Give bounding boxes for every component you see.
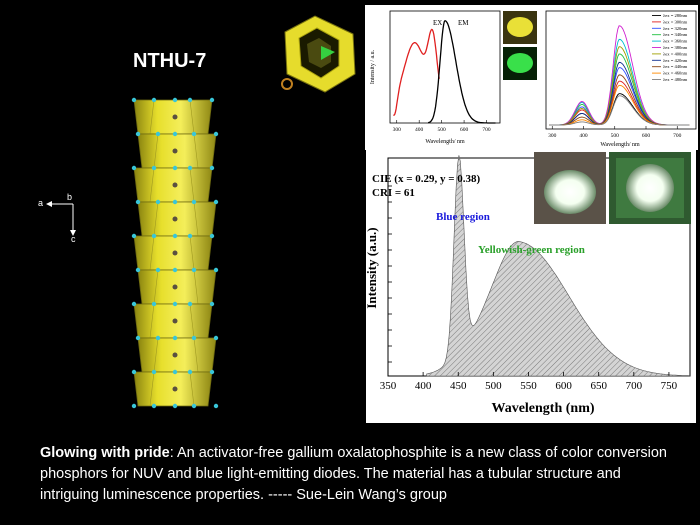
main-tick-550: 550 — [520, 380, 537, 392]
series-legend-item-5: λex = 380nm — [663, 45, 688, 50]
emission-series-panel: 300 400 500 600 700 λex = 280nm λex = 300nm λe… — [540, 5, 698, 150]
led-photo-left — [534, 152, 606, 224]
series-legend-item-9: λex = 460nm — [663, 71, 688, 76]
ex-plot-frame — [389, 10, 501, 124]
svg-text:400: 400 — [579, 133, 588, 139]
svg-text:700: 700 — [673, 133, 682, 139]
excitation-curve — [393, 28, 440, 117]
svg-text:700: 700 — [482, 127, 491, 133]
axis-c-label: c — [71, 234, 76, 244]
caption-lead: Glowing with pride — [40, 445, 170, 461]
series-plot-frame — [545, 10, 697, 130]
main-tick-450: 450 — [450, 380, 467, 392]
series-legend-item-2: λex = 320nm — [663, 26, 688, 31]
svg-text:600: 600 — [460, 127, 469, 133]
main-tick-500: 500 — [485, 380, 502, 392]
white-led-spectrum-panel: 350 400 450 500 550 600 650 700 750 CIE (x = 0.2… — [364, 150, 696, 423]
main-tick-650: 650 — [590, 380, 607, 392]
compound-title: NTHU-7 — [133, 50, 207, 72]
series-legend-item-3: λex = 340nm — [663, 32, 688, 37]
series-legend-item-0: λex = 280nm — [663, 13, 688, 18]
tubular-structure-illustration — [131, 97, 219, 409]
series-legend-item-4: λex = 360nm — [663, 39, 688, 44]
ex-xlabel: Wavelength/ nm — [425, 139, 465, 145]
excitation-emission-panel: 300 400 500 600 700 EX EM Wavelength/ nm Int… — [365, 5, 540, 150]
series-legend-item-1: λex = 300nm — [663, 19, 688, 24]
series-curve-10 — [549, 95, 690, 126]
series-xlabel: Wavelength/ nm — [600, 142, 640, 148]
svg-text:300: 300 — [548, 133, 557, 139]
main-tick-350: 350 — [380, 380, 397, 392]
svg-text:300: 300 — [393, 127, 402, 133]
series-curve-8 — [549, 74, 690, 126]
main-xlabel: Wavelength (nm) — [491, 401, 594, 416]
figure-caption: Glowing with pride: An activator-free ga… — [40, 443, 680, 506]
emission-curve — [427, 19, 496, 124]
channel-3d-view — [281, 15, 356, 93]
axis-a-label: a — [38, 198, 44, 208]
main-tick-750: 750 — [661, 380, 678, 392]
main-tick-700: 700 — [626, 380, 643, 392]
ex-label: EX — [433, 19, 442, 27]
series-legend-item-10: λex = 480nm — [663, 77, 688, 82]
series-legend-item-7: λex = 420nm — [663, 58, 688, 63]
axis-b-label: b — [67, 192, 73, 202]
series-legend-item-8: λex = 440nm — [663, 64, 688, 69]
crystal-axes-indicator — [46, 201, 76, 236]
svg-text:500: 500 — [438, 127, 447, 133]
blue-region-label: Blue region — [436, 211, 490, 223]
svg-text:600: 600 — [642, 133, 651, 139]
em-label: EM — [458, 19, 469, 27]
cie-coordinates: CIE (x = 0.29, y = 0.38) — [372, 173, 481, 185]
spectrum-area — [426, 155, 691, 377]
main-tick-400: 400 — [415, 380, 432, 392]
cri-value: CRI = 61 — [372, 187, 415, 199]
series-legend-item-6: λex = 400nm — [663, 51, 688, 56]
series-curve-1 — [549, 80, 690, 126]
svg-text:500: 500 — [611, 133, 620, 139]
svg-text:400: 400 — [415, 127, 424, 133]
yellowish-green-region-label: Yellowish-green region — [478, 244, 585, 256]
main-tick-600: 600 — [555, 380, 572, 392]
ex-ylabel: Intensity / a.u. — [370, 49, 376, 84]
caption-text: : An activator-free gallium oxalatophosp… — [40, 445, 667, 503]
main-ylabel: Intensity (a.u.) — [366, 227, 379, 308]
led-photo-right — [609, 152, 691, 224]
